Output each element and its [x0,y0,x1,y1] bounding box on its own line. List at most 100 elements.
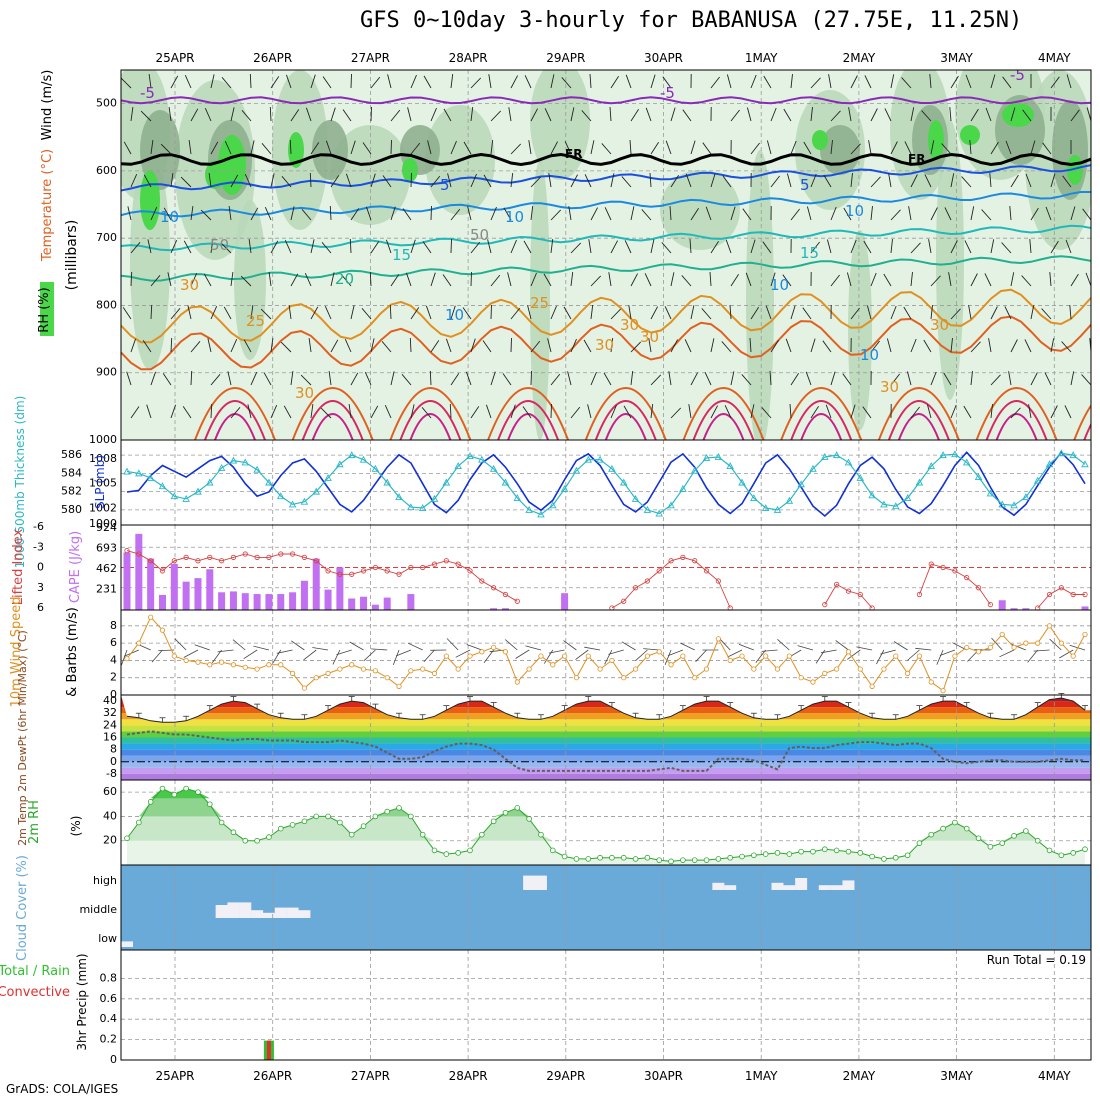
temp2m-label: 2m Temp 2m DewPt (6hr Min/Max) (°C) [16,630,29,846]
wind-barb [1022,109,1032,122]
lifted-index-point [514,598,520,604]
wind-barb [950,75,959,89]
cloud-bar-high [795,878,808,890]
wind-barb [970,108,979,122]
wind-barb [425,305,432,320]
rh2m-point [1034,837,1041,844]
wind-barb [782,274,792,287]
rh2m-point [384,808,390,815]
wind-barb [750,142,760,155]
cloud-bar-middle [239,902,252,918]
tick-label: low [98,932,117,945]
wind-barb [727,649,743,658]
wind-barb [249,73,252,89]
wind-barb [730,109,740,122]
wind-barb [283,405,292,419]
wind-barb [190,108,199,122]
rh2m-point [396,805,402,811]
wind-barb [1050,173,1056,188]
wind-barb [442,274,452,287]
lifted-index-point [372,564,378,571]
wind-barb [1001,242,1012,254]
isotherm-arc [291,387,374,440]
rh-contour-region [848,230,872,430]
wind-barb [550,305,557,320]
wind-barb [290,371,294,386]
wind-speed-point [668,662,674,668]
contour-label: 30 [595,336,614,354]
cloud-bar-high [724,885,737,890]
wind10m-label: 10m Wind Speed [9,597,24,708]
wind-barb [530,272,537,287]
isotherm-arc [409,413,452,440]
wind-barb [310,306,319,320]
wind-speed-point [124,656,130,662]
rh-moist-region [928,120,944,160]
tick-label: 231 [96,583,117,596]
wind-barb [770,340,779,353]
date-label-bottom: 29APR [546,1069,585,1083]
rh2m-point [999,840,1006,846]
wind-barb [543,273,552,287]
wind-barb [783,108,792,122]
wind-barb [893,641,908,651]
rh2m-point [786,851,793,857]
wind-barb [770,107,777,122]
rh2m-point [904,852,911,859]
tick-label: 0.6 [100,992,118,1005]
wind-barb [410,172,412,188]
wind-barb [950,404,957,419]
wind-speed-point [703,666,710,672]
wind-speed-point [1070,653,1076,659]
wind-speed-point [621,675,627,681]
rh2m-point [124,835,130,842]
wind-barb [1050,240,1059,254]
thickness-point [170,492,179,500]
thickness-point [560,484,569,492]
wind-barb [570,272,574,287]
wind-barb [926,404,932,419]
rh2m-point [195,789,201,795]
wind-barb [130,242,141,254]
wind-barb [430,272,436,287]
wind-barb [870,176,881,188]
rh2m-point [975,835,982,842]
wind-barb [332,649,341,665]
panel-labels: Wind (m/s) Temperature (°C) RH (%) (milliba… [0,70,107,1051]
wind-barb [487,239,492,254]
rh2m-point [739,853,745,860]
cape-bar [182,581,190,610]
lifted-index-point [171,558,177,564]
wind-barb [701,308,712,320]
wind-barb [143,174,152,188]
wind-barb [604,649,613,665]
cloud-bar-high [712,882,725,890]
wind-barb [610,338,614,353]
thickness-point [679,484,687,492]
wind-barb [470,406,480,419]
date-label-bottom: 2MAY [843,1069,876,1083]
wind-barb [670,107,676,122]
contour-label: 30 [180,276,199,294]
panel-frame [120,949,1092,1061]
wind-barb [1010,272,1015,287]
wind-barb [810,338,816,353]
cape-bar [998,600,1006,610]
wind-speed-point [313,675,319,681]
isotherm-arc [604,413,647,440]
wind-barb [750,239,756,254]
wind-barb [856,646,873,651]
wind-barb [850,307,860,320]
wind-speed-point [479,649,485,655]
wind-barb [710,405,718,419]
wind-speed-point [680,653,686,659]
tick-label: 924 [96,521,117,534]
wind-barb [1081,374,1091,386]
wind-barb [289,139,292,155]
isotherm-arc [311,413,354,440]
wind-barb [680,642,695,651]
wind-barb [1061,341,1072,353]
wind-barb [965,74,972,89]
rh2m-point [762,851,769,857]
rh-contour-region [820,125,860,175]
